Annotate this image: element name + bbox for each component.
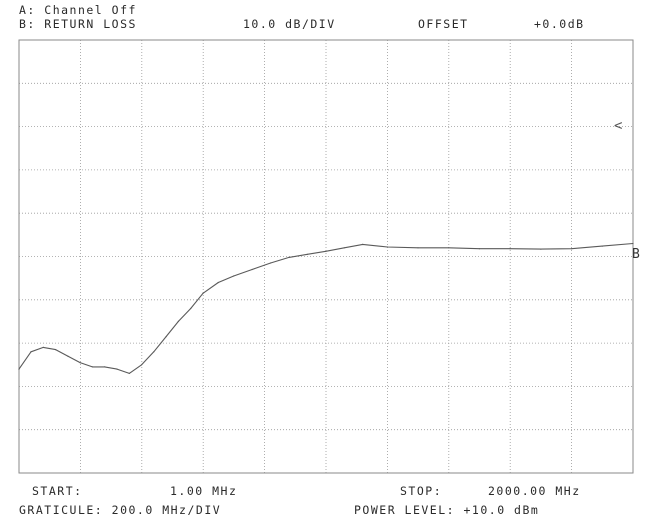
trace-point: [55, 349, 57, 351]
trace-point: [386, 246, 388, 248]
trace-point: [153, 351, 155, 353]
stop-value: 2000.00 MHz: [488, 484, 581, 498]
trace-b-line: [18, 242, 634, 374]
start-value: 1.00 MHz: [170, 484, 238, 498]
trace-point: [233, 275, 235, 277]
trace-point: [288, 256, 290, 258]
start-label: START:: [32, 484, 83, 498]
trace-point: [306, 253, 308, 255]
trace-point: [141, 364, 143, 366]
trace-point: [540, 248, 542, 250]
trace-point: [202, 292, 204, 294]
trace-point: [91, 366, 93, 368]
trace-point: [67, 355, 69, 357]
trace-point: [417, 247, 419, 249]
trace-point: [362, 243, 364, 245]
channel-b-measurement: B: RETURN LOSS: [19, 17, 137, 31]
reference-level-marker: <: [614, 118, 622, 134]
channel-a-status: A: Channel Off: [19, 3, 137, 17]
trace-point: [104, 366, 106, 368]
trace-point: [478, 248, 480, 250]
trace-point: [251, 268, 253, 271]
trace-point: [217, 281, 219, 284]
stop-label: STOP:: [400, 484, 443, 498]
trace-point: [601, 245, 603, 247]
trace-point: [190, 307, 192, 310]
trace-point: [30, 351, 32, 353]
trace-point: [632, 242, 634, 245]
trace-point: [343, 247, 345, 249]
trace-point: [509, 248, 511, 250]
trace-point: [177, 320, 179, 322]
plot-border: [18, 39, 634, 474]
trace-point: [18, 368, 20, 370]
trace-point: [325, 250, 327, 252]
trace-point: [42, 346, 44, 348]
offset-value: +0.0dB: [534, 17, 585, 31]
power-level-readout: POWER LEVEL: +10.0 dBm: [354, 503, 540, 517]
trace-point: [116, 368, 118, 370]
offset-label: OFFSET: [418, 17, 469, 31]
scale-readout: 10.0 dB/DIV: [243, 17, 336, 31]
trace-point: [128, 372, 130, 374]
trace-point: [571, 248, 573, 250]
trace-point: [165, 336, 167, 338]
trace-point: [448, 247, 450, 249]
graticule-readout: GRATICULE: 200.0 MHz/DIV: [19, 503, 222, 517]
trace-point: [270, 262, 272, 264]
graticule-grid: [19, 40, 633, 473]
trace-b-points: [18, 242, 634, 374]
trace-b-marker: B: [632, 247, 640, 262]
trace-point: [79, 362, 81, 364]
